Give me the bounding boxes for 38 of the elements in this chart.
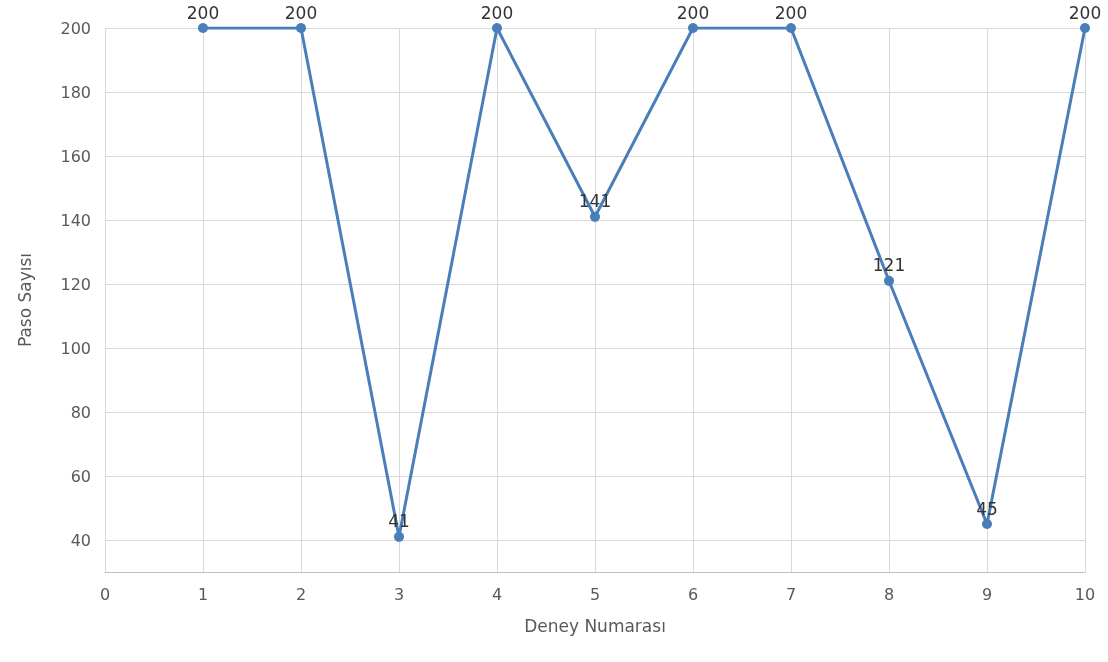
data-label: 200 [1068, 2, 1102, 23]
point [394, 531, 404, 542]
point [1080, 23, 1090, 33]
y-tick-label: 120 [60, 274, 91, 294]
data-label: 200 [284, 2, 318, 23]
x-axis-title: Deney Numarası [524, 615, 666, 636]
y-tick-label: 200 [60, 18, 91, 38]
data-label: 200 [186, 2, 220, 23]
x-tick-label: 10 [1074, 584, 1096, 604]
point [492, 23, 502, 33]
y-tick-label: 40 [70, 530, 91, 550]
point [786, 23, 796, 33]
y-tick-label: 140 [60, 210, 91, 230]
y-tick-label: 180 [60, 82, 91, 102]
x-tick-label: 9 [981, 584, 993, 604]
y-axis-title: Paso Sayısı [14, 252, 35, 348]
x-tick-label: 4 [491, 584, 503, 604]
x-tick-label: 5 [589, 584, 601, 604]
y-tick-label: 80 [70, 402, 91, 422]
point [296, 23, 306, 33]
y-tick-label: 60 [70, 466, 91, 486]
x-tick-label: 7 [785, 584, 797, 604]
point [982, 519, 992, 529]
y-tick-label: 100 [60, 338, 91, 358]
x-tick-label: 0 [99, 584, 111, 604]
point [688, 23, 698, 33]
point [590, 211, 600, 222]
data-label: 200 [774, 2, 808, 23]
x-tick-label: 1 [197, 584, 209, 604]
x-tick-label: 8 [883, 584, 895, 604]
point [884, 275, 894, 286]
x-tick-label: 6 [687, 584, 699, 604]
data-label: 200 [676, 2, 710, 23]
data-label: 200 [480, 2, 514, 23]
x-tick-label: 3 [393, 584, 405, 604]
point [198, 23, 208, 33]
y-tick-label: 160 [60, 146, 91, 166]
x-tick-label: 2 [295, 584, 307, 604]
